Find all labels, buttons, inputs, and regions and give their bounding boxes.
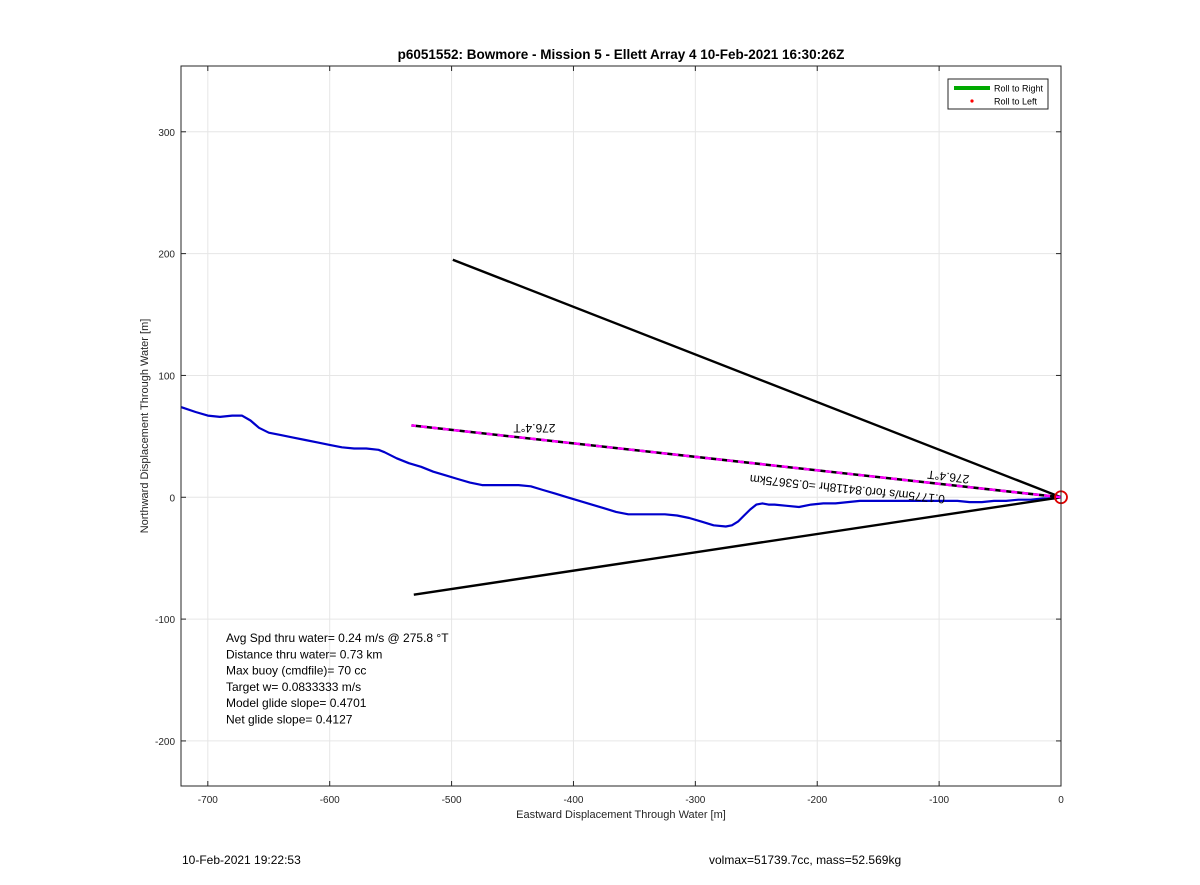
chart-title: p6051552: Bowmore - Mission 5 - Ellett A…: [398, 47, 845, 62]
heading-annotation-0: 276.4°T: [513, 421, 556, 435]
y-tick-label: -200: [155, 737, 175, 748]
y-tick-label: 100: [158, 371, 175, 382]
y-tick-label: 0: [169, 493, 175, 504]
legend-swatch-dot: [970, 99, 974, 103]
stats-line: Distance thru water= 0.73 km: [226, 647, 382, 661]
legend-label: Roll to Left: [994, 97, 1038, 107]
x-tick-label: -700: [198, 795, 218, 806]
series-line-0: [181, 406, 1061, 528]
y-tick-label: 300: [158, 128, 175, 139]
stats-line: Target w= 0.0833333 m/s: [226, 680, 361, 694]
x-tick-label: -600: [320, 795, 340, 806]
x-axis-label: Eastward Displacement Through Water [m]: [516, 809, 726, 821]
y-tick-label: 200: [158, 250, 175, 261]
x-tick-label: -400: [563, 795, 583, 806]
footer-volmax-mass: volmax=51739.7cc, mass=52.569kg: [709, 853, 902, 867]
legend-label: Roll to Right: [994, 84, 1044, 94]
stats-line: Net glide slope= 0.4127: [226, 713, 353, 727]
series-line-2: [413, 496, 1061, 596]
legend-box: [947, 78, 1049, 110]
x-tick-label: -200: [807, 795, 827, 806]
series-line-1: [452, 258, 1061, 499]
x-tick-label: 0: [1058, 795, 1064, 806]
stats-line: Avg Spd thru water= 0.24 m/s @ 275.8 °T: [226, 631, 449, 645]
y-tick-label: -100: [155, 615, 175, 626]
x-tick-label: -100: [929, 795, 949, 806]
x-tick-label: -300: [685, 795, 705, 806]
plot-area: [181, 66, 1061, 786]
heading-annotation-1: 276.4°T: [926, 467, 970, 486]
axes-box: [180, 65, 1062, 787]
stats-line: Model glide slope= 0.4701: [226, 696, 367, 710]
series-line-3: [411, 424, 1061, 499]
x-tick-label: -500: [442, 795, 462, 806]
stats-line: Max buoy (cmdfile)= 70 cc: [226, 664, 366, 678]
footer-timestamp: 10-Feb-2021 19:22:53: [182, 853, 301, 867]
y-axis-label: Northward Displacement Through Water [m]: [139, 319, 151, 534]
